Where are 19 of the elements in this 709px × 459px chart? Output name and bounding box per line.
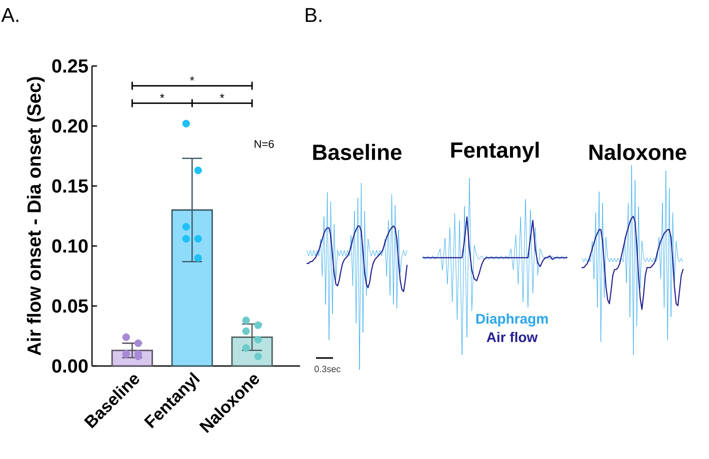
series-label: Diaphragm [476,313,548,327]
y-tick-label: 0.20 [52,119,88,133]
annotation: 0.3sec [314,366,340,372]
chart-title: Fentanyl [451,142,539,162]
y-tick-label: 0.05 [52,299,88,313]
annotation: * [160,94,164,98]
text: B. [306,8,322,22]
y-axis-title: Air flow onset - Dia onset (Sec) [26,77,45,356]
y-tick-label: 0.00 [52,359,88,373]
annotation: * [220,94,224,98]
chart-title: Naloxone [589,144,686,160]
y-tick-label: 0.10 [52,239,88,253]
text: Air flow [486,332,538,342]
chart-title: A. [1,8,18,22]
y-tick-label: 0.15 [52,179,88,193]
y-tick-label: 0.25 [52,59,88,73]
chart-title: Baseline [313,144,402,160]
text: N=6 [254,140,274,148]
annotation: * [190,76,194,81]
